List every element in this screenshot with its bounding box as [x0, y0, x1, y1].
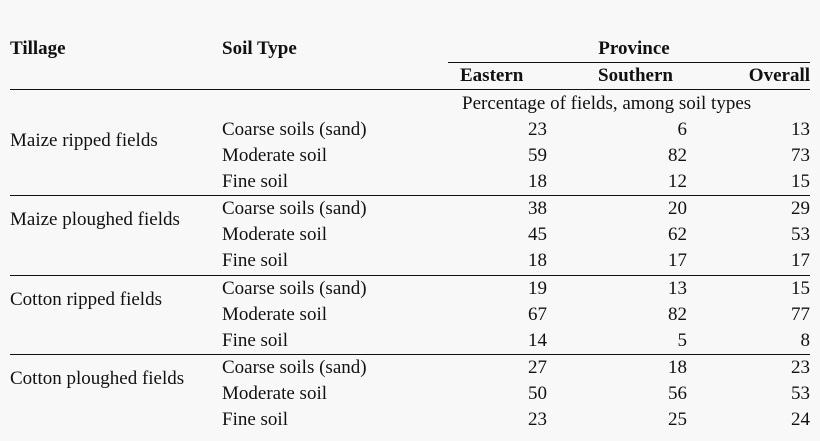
eastern-cell: 38 [528, 198, 547, 219]
soil-type-cell: Coarse soils (sand) [222, 357, 367, 378]
tillage-label: Cotton ripped fields [10, 289, 162, 310]
southern-cell: 62 [668, 224, 687, 245]
header-soil-type: Soil Type [222, 38, 297, 59]
eastern-cell: 23 [528, 119, 547, 140]
soil-type-cell: Moderate soil [222, 224, 328, 245]
eastern-cell: 18 [528, 250, 547, 271]
southern-cell: 25 [668, 409, 687, 430]
southern-cell: 82 [668, 145, 687, 166]
soil-type-cell: Moderate soil [222, 383, 328, 404]
soil-type-cell: Fine soil [222, 250, 288, 271]
overall-cell: 53 [791, 383, 810, 404]
southern-cell: 12 [668, 171, 687, 192]
eastern-cell: 18 [528, 171, 547, 192]
tillage-label: Maize ploughed fields [10, 209, 180, 230]
header-province: Province [598, 38, 670, 59]
eastern-cell: 23 [528, 409, 547, 430]
overall-cell: 53 [791, 224, 810, 245]
eastern-cell: 67 [528, 304, 547, 325]
southern-cell: 82 [668, 304, 687, 325]
header-eastern: Eastern [460, 65, 524, 86]
overall-cell: 8 [800, 330, 811, 351]
soil-type-cell: Coarse soils (sand) [222, 278, 367, 299]
soil-type-cell: Fine soil [222, 330, 288, 351]
header-overall: Overall [748, 65, 810, 86]
province-rule [448, 62, 810, 63]
overall-cell: 77 [791, 304, 810, 325]
header-rule [10, 89, 810, 90]
soil-type-cell: Moderate soil [222, 304, 328, 325]
tillage-label: Maize ripped fields [10, 130, 158, 151]
southern-cell: 20 [668, 198, 687, 219]
overall-cell: 15 [791, 171, 810, 192]
soil-type-cell: Fine soil [222, 409, 288, 430]
overall-cell: 17 [791, 250, 810, 271]
header-tillage: Tillage [10, 38, 66, 59]
eastern-cell: 50 [528, 383, 547, 404]
eastern-cell: 59 [528, 145, 547, 166]
group-divider [10, 195, 810, 196]
group-divider [10, 354, 810, 355]
eastern-cell: 45 [528, 224, 547, 245]
overall-cell: 23 [791, 357, 810, 378]
overall-cell: 24 [791, 409, 810, 430]
group-divider [10, 275, 810, 276]
southern-cell: 6 [677, 119, 688, 140]
eastern-cell: 27 [528, 357, 547, 378]
tillage-label: Cotton ploughed fields [10, 368, 185, 389]
southern-cell: 17 [668, 250, 687, 271]
eastern-cell: 19 [528, 278, 547, 299]
subtitle: Percentage of fields, among soil types [462, 93, 752, 114]
overall-cell: 13 [791, 119, 810, 140]
soil-type-cell: Fine soil [222, 171, 288, 192]
southern-cell: 18 [668, 357, 687, 378]
soil-type-cell: Moderate soil [222, 145, 328, 166]
soil-type-cell: Coarse soils (sand) [222, 198, 367, 219]
overall-cell: 73 [791, 145, 810, 166]
southern-cell: 13 [668, 278, 687, 299]
overall-cell: 29 [791, 198, 810, 219]
overall-cell: 15 [791, 278, 810, 299]
southern-cell: 56 [668, 383, 687, 404]
southern-cell: 5 [677, 330, 688, 351]
header-southern: Southern [598, 65, 673, 86]
eastern-cell: 14 [528, 330, 547, 351]
soil-type-cell: Coarse soils (sand) [222, 119, 367, 140]
